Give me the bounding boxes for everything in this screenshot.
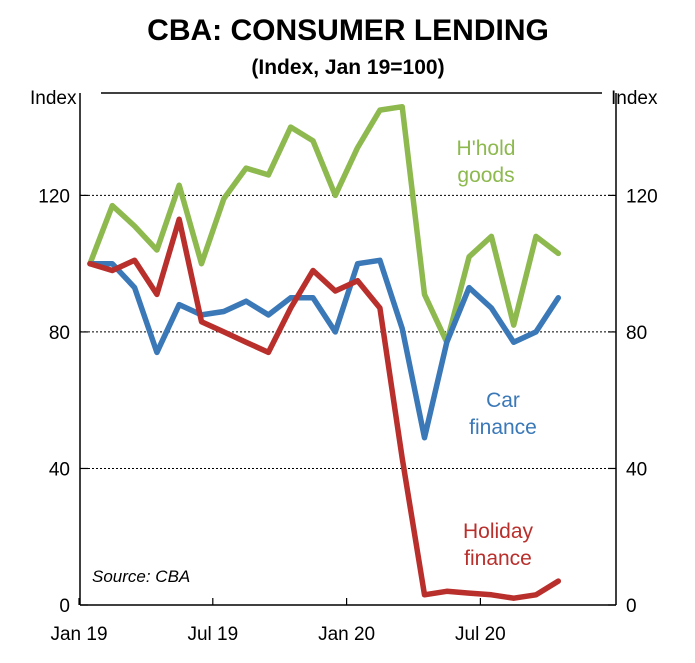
chart-subtitle: (Index, Jan 19=100) — [251, 56, 444, 79]
y-ticks-left: 0 40 80 120 — [38, 186, 88, 617]
y-ticks-right: 0 40 80 120 — [608, 186, 658, 617]
y-tick-label-right: 0 — [626, 596, 637, 617]
series-line-2 — [87, 216, 562, 601]
series-lines — [87, 103, 562, 601]
y-tick-label-right: 120 — [626, 186, 658, 207]
series-label-1: Car — [486, 389, 520, 412]
y-axis-label-right: Index — [611, 88, 658, 109]
chart-title: CBA: CONSUMER LENDING — [147, 14, 549, 47]
series-label-0: H'hold — [457, 137, 516, 160]
y-tick-label-right: 40 — [626, 459, 647, 480]
y-tick-label-left: 120 — [38, 186, 70, 207]
x-ticks: Jan 19 Jul 19 Jan 20 Jul 20 — [50, 598, 506, 645]
series-line-0 — [87, 103, 562, 345]
y-tick-label-left: 0 — [59, 596, 70, 617]
series-line-1 — [87, 257, 562, 441]
y-tick-label-left: 40 — [49, 459, 70, 480]
x-tick-label: Jan 20 — [318, 624, 375, 645]
series-label-1: finance — [469, 416, 537, 439]
series-label-2: finance — [464, 547, 532, 570]
x-tick-label: Jan 19 — [50, 624, 107, 645]
y-tick-label-right: 80 — [626, 323, 647, 344]
axes — [79, 93, 617, 606]
x-tick-label: Jul 19 — [187, 624, 238, 645]
y-tick-label-left: 80 — [49, 323, 70, 344]
y-axis-label-left: Index — [30, 88, 77, 109]
series-label-0: goods — [457, 164, 514, 187]
source-note: Source: CBA — [92, 567, 190, 586]
series-labels: H'hold goods Car finance Holiday finance — [457, 137, 537, 570]
x-tick-label: Jul 20 — [455, 624, 506, 645]
series-label-2: Holiday — [463, 520, 534, 543]
